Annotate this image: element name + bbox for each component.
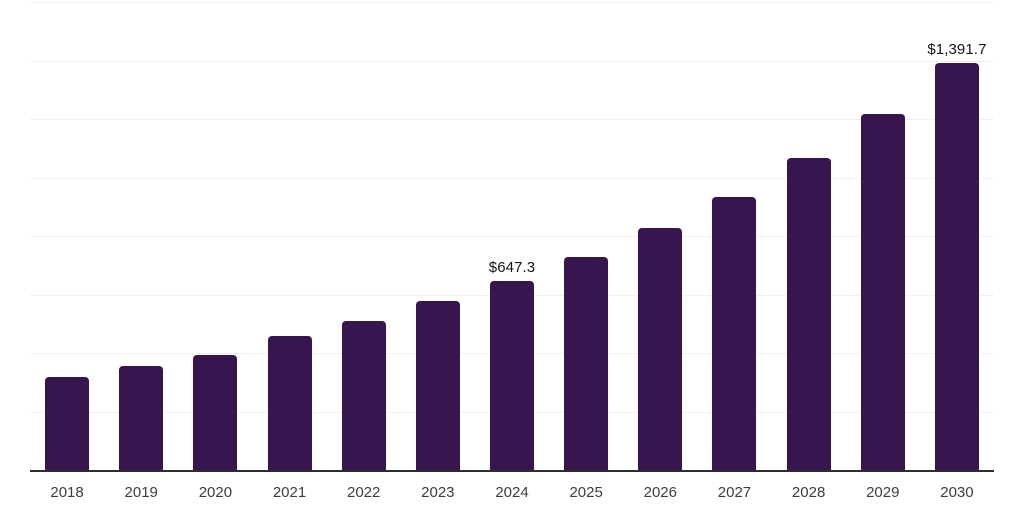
bar-2026 [638, 228, 683, 470]
gridline [30, 2, 994, 3]
gridline [30, 119, 994, 120]
x-tick-label-2028: 2028 [791, 484, 826, 501]
bar-2029 [860, 114, 905, 470]
bar-2027 [712, 196, 757, 470]
bar-2020 [193, 355, 238, 470]
bar-2025 [564, 256, 609, 470]
x-tick-label-2023: 2023 [421, 484, 455, 501]
x-tick-label-2022: 2022 [347, 484, 381, 501]
bar-2030 [934, 62, 979, 470]
x-tick-label-2026: 2026 [643, 484, 677, 501]
x-tick-label-2029: 2029 [866, 484, 900, 501]
value-label-2024: $647.3 [488, 258, 536, 276]
gridline [30, 177, 994, 179]
x-tick-label-2018: 2018 [50, 484, 84, 501]
bar-2028 [786, 158, 831, 470]
value-label-2030: $1,391.7 [927, 40, 987, 58]
plot-area: $647.3 $1,391.7 [30, 2, 994, 470]
bar-2018 [45, 377, 90, 470]
bar-2021 [267, 335, 312, 470]
bar-2023 [415, 301, 460, 470]
x-tick-label-2025: 2025 [569, 484, 603, 501]
x-tick-label-2021: 2021 [272, 484, 307, 501]
bar-2024 [490, 280, 534, 470]
gridline [30, 60, 994, 62]
x-tick-label-2020: 2020 [198, 484, 233, 501]
x-tick-label-2027: 2027 [717, 484, 752, 501]
x-tick-label-2024: 2024 [495, 484, 529, 501]
gridline [30, 236, 994, 237]
x-tick-label-2019: 2019 [124, 484, 158, 501]
x-axis-line [30, 470, 994, 472]
bar-2022 [341, 320, 386, 470]
x-tick-label-2030: 2030 [940, 484, 974, 501]
bar-2019 [119, 366, 164, 470]
